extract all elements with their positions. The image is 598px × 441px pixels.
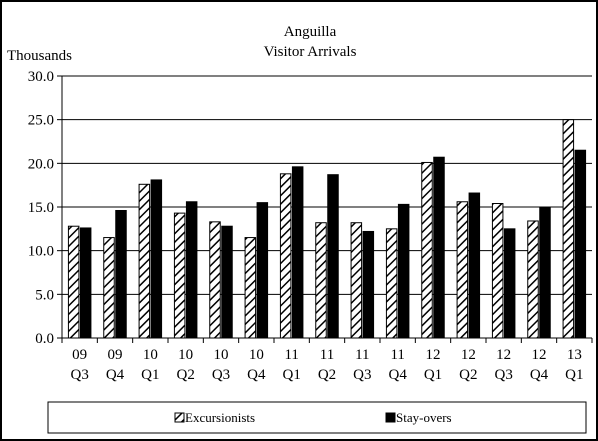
bar-stay-overs <box>150 179 163 339</box>
x-tick-label: 10 <box>249 347 264 363</box>
y-tick-label: 20.0 <box>28 156 54 172</box>
y-tick-label: 25.0 <box>28 113 54 129</box>
bar-stay-overs <box>503 228 516 339</box>
bar-excursionists <box>315 222 327 339</box>
bar-stay-overs <box>115 209 127 339</box>
x-tick-label: Q2 <box>459 367 477 383</box>
y-axis-unit-label: Thousands <box>7 48 72 64</box>
y-tick-label: 0.0 <box>35 331 54 347</box>
x-tick-label: 11 <box>284 347 298 363</box>
bar-excursionists <box>279 173 292 339</box>
x-tick-label: Q1 <box>282 367 300 383</box>
bar-excursionists <box>421 161 433 339</box>
bar-excursionists <box>491 203 504 339</box>
chart-title-line-2: Visitor Arrivals <box>264 44 357 60</box>
x-tick-label: Q3 <box>212 367 230 383</box>
legend-swatch-stay-overs <box>385 412 396 423</box>
x-axis-ticks: 09 Q3 09 Q4 10 Q1 10 Q2 10 Q3 10 Q4 11 Q1 11 Q2 11 Q3 11 Q4… <box>61 338 593 383</box>
bar-stay-overs <box>397 203 410 339</box>
x-tick-label: 11 <box>355 347 369 363</box>
bar-stay-overs <box>291 166 304 339</box>
y-tick-label: 10.0 <box>28 244 54 260</box>
x-tick-label: Q2 <box>176 367 194 383</box>
bar-excursionists <box>350 222 363 339</box>
bar-stay-overs <box>433 156 445 339</box>
bar-excursionists <box>67 225 80 339</box>
x-tick-label: 10 <box>143 347 158 363</box>
x-tick-label: 12 <box>496 347 511 363</box>
x-tick-label: Q3 <box>494 367 512 383</box>
bar-stay-overs <box>468 192 481 339</box>
bar-excursionists <box>209 221 221 339</box>
legend: Excursionists Stay-overs <box>47 401 587 434</box>
bar-stay-overs <box>362 230 375 339</box>
x-tick-label: 12 <box>426 347 441 363</box>
x-tick-label: Q3 <box>353 367 371 383</box>
bar-stay-overs <box>221 225 233 339</box>
x-tick-label: 11 <box>320 347 334 363</box>
y-axis-ticks: 0.0 5.0 10.0 15.0 20.0 25.0 30.0 <box>28 69 62 347</box>
x-tick-label: 13 <box>567 347 582 363</box>
bar-excursionists <box>385 228 398 339</box>
legend-swatch-excursionists <box>174 412 185 423</box>
x-tick-label: Q1 <box>565 367 583 383</box>
x-tick-label: 10 <box>214 347 229 363</box>
x-tick-label: 12 <box>532 347 547 363</box>
x-tick-label: 10 <box>178 347 193 363</box>
x-tick-label: 09 <box>108 347 123 363</box>
bar-excursionists <box>527 220 539 339</box>
axes <box>61 76 592 339</box>
y-tick-label: 30.0 <box>28 69 54 85</box>
x-tick-label: Q4 <box>247 367 266 383</box>
x-tick-label: Q4 <box>106 367 125 383</box>
bar-stay-overs <box>327 174 339 339</box>
bar-excursionists <box>138 183 151 339</box>
y-tick-label: 5.0 <box>35 287 54 303</box>
legend-label-stay-overs: Stay-overs <box>396 410 452 425</box>
x-tick-label: Q1 <box>141 367 159 383</box>
x-tick-label: Q1 <box>424 367 442 383</box>
bar-stay-overs <box>574 149 587 339</box>
bar-excursionists <box>103 237 115 339</box>
bar-excursionists <box>244 237 257 339</box>
x-tick-label: Q4 <box>530 367 549 383</box>
x-tick-label: 09 <box>72 347 87 363</box>
bar-stay-overs <box>185 201 198 339</box>
x-tick-label: Q4 <box>388 367 407 383</box>
bar-stay-overs <box>256 202 269 339</box>
x-tick-label: Q3 <box>70 367 88 383</box>
bar-excursionists <box>456 201 469 339</box>
x-tick-label: 12 <box>461 347 476 363</box>
bar-stay-overs <box>79 227 92 339</box>
x-tick-label: 11 <box>390 347 404 363</box>
y-tick-label: 15.0 <box>28 200 54 216</box>
legend-label-excursionists: Excursionists <box>185 410 255 425</box>
legend-box <box>47 401 587 434</box>
gridlines <box>62 75 592 295</box>
bar-stay-overs <box>539 206 551 339</box>
bar-excursionists <box>562 119 575 339</box>
x-tick-label: Q2 <box>318 367 336 383</box>
chart-title-line-1: Anguilla <box>284 24 337 40</box>
bar-excursionists <box>173 212 186 339</box>
